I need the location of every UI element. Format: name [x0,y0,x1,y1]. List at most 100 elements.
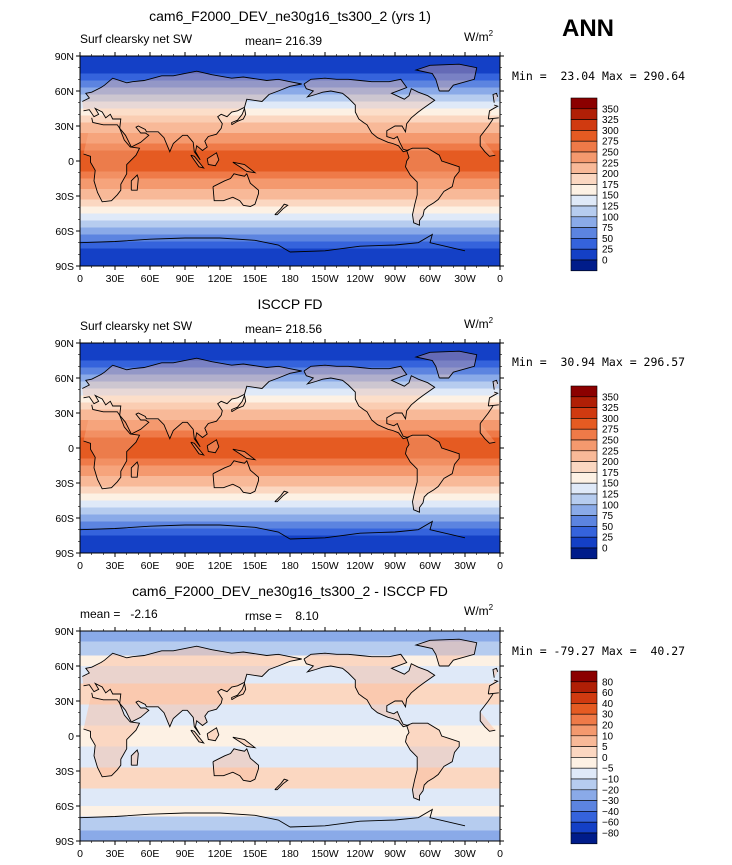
panel-2-mean-label: mean= 218.56 [245,322,323,336]
colorbar-swatch [570,789,598,801]
colorbar-label: 225 [602,446,619,457]
colorbar-label: 175 [602,468,619,479]
colorbar-label: −30 [602,796,619,807]
colorbar-label: 40 [602,699,614,710]
colorbar-swatch [570,194,598,207]
colorbar-swatch [570,703,598,715]
colorbar-swatch [570,821,598,834]
lon-tick-label: 120E [208,273,233,285]
panel-1-mean-label: mean= 216.39 [245,34,323,48]
colorbar-swatch [570,746,598,758]
lon-tick-label: 30E [106,273,125,285]
panel-2-minmax: Min = 30.94 Max = 296.57 [512,355,686,369]
colorbar-swatch [570,670,598,683]
panel-3-rmse-label: rmse = 8.10 [245,609,319,623]
colorbar-label: 25 [602,533,614,544]
colorbar-swatch [570,216,598,228]
colorbar-label: −10 [602,775,619,786]
lon-tick-label: 90E [176,273,195,285]
colorbar-swatch [570,184,598,196]
colorbar-label: 150 [602,191,619,202]
colorbar-swatch [570,227,598,239]
lat-tick-label: 0 [68,443,74,455]
colorbar-swatch [570,130,598,142]
panel-3-mean-label: mean = -2.16 [80,607,158,621]
colorbar-label: 350 [602,392,619,403]
lon-tick-label: 150W [311,273,339,285]
lon-tick-label: 90E [176,560,195,572]
lon-tick-label: 30W [454,560,476,572]
colorbar-swatch [570,482,598,495]
colorbar-label: 30 [602,710,614,721]
lat-tick-label: 0 [68,156,74,168]
colorbar-swatch [570,151,598,164]
colorbar-label: 25 [602,245,614,256]
colorbar-swatch [570,832,598,845]
colorbar-label: 100 [602,212,619,223]
colorbar-swatch [570,472,598,484]
lat-tick-label: 30S [55,766,74,778]
colorbar-swatch [570,428,598,441]
colorbar-swatch [570,205,598,218]
colorbar-label: 50 [602,522,614,533]
colorbar-label: 125 [602,202,619,213]
lon-tick-label: 0 [77,560,83,572]
colorbar-label: 200 [602,169,619,180]
lat-tick-label: 90S [55,836,74,848]
colorbar-swatch [570,248,598,261]
lon-tick-label: 90W [384,273,406,285]
lon-tick-label: 90E [176,848,195,860]
colorbar-swatch [570,713,598,726]
lat-tick-label: 90N [55,338,74,350]
colorbar-swatch [570,515,598,527]
lon-tick-label: 150W [311,848,339,860]
lon-tick-label: 0 [497,848,503,860]
colorbar-swatch [570,238,598,250]
panel-2-colorbar: 350 325 300 275 250 225 200 175 150 125 100 75 50 25 0 [570,385,640,567]
lat-tick-label: 90S [55,261,74,273]
colorbar-swatch [570,536,598,549]
panel-3-title: cam6_F2000_DEV_ne30g16_ts300_2 - ISCCP F… [132,583,448,599]
lat-tick-label: 30S [55,478,74,490]
colorbar-label: −40 [602,807,619,818]
colorbar-swatch [570,504,598,516]
colorbar-swatch [570,526,598,538]
colorbar-label: −60 [602,818,619,829]
lat-tick-label: 90S [55,548,74,560]
colorbar-label: 250 [602,148,619,159]
lon-tick-label: 0 [77,273,83,285]
colorbar-swatch [570,162,598,174]
colorbar-label: 50 [602,234,614,245]
colorbar-label: −5 [602,764,614,775]
lat-tick-label: 60N [55,661,74,673]
lon-tick-label: 90W [384,560,406,572]
panel-3-minmax: Min = -79.27 Max = 40.27 [512,644,686,658]
colorbar-label: 200 [602,457,619,468]
colorbar-swatch [570,259,598,272]
lon-tick-label: 0 [497,273,503,285]
colorbar-label: 275 [602,137,619,148]
panel-2-variable-label: Surf clearsky net SW [80,319,193,333]
season-label: ANN [562,15,614,42]
lon-tick-label: 120W [346,273,374,285]
colorbar-label: 75 [602,223,614,234]
panel-1-variable-label: Surf clearsky net SW [80,32,193,46]
colorbar-label: 300 [602,414,619,425]
colorbar-swatch [570,173,598,185]
colorbar-swatch [570,418,598,430]
colorbar-swatch [570,778,598,791]
panel-2-units: W/m2 [464,316,494,331]
lon-tick-label: 120E [208,848,233,860]
colorbar-label: 300 [602,126,619,137]
colorbar-label: −80 [602,829,619,840]
colorbar-label: 250 [602,436,619,447]
colorbar-label: 5 [602,742,608,753]
lon-tick-label: 60E [141,560,160,572]
colorbar-label: 20 [602,721,614,732]
lon-tick-label: 30E [106,560,125,572]
lon-tick-label: 180 [281,848,299,860]
